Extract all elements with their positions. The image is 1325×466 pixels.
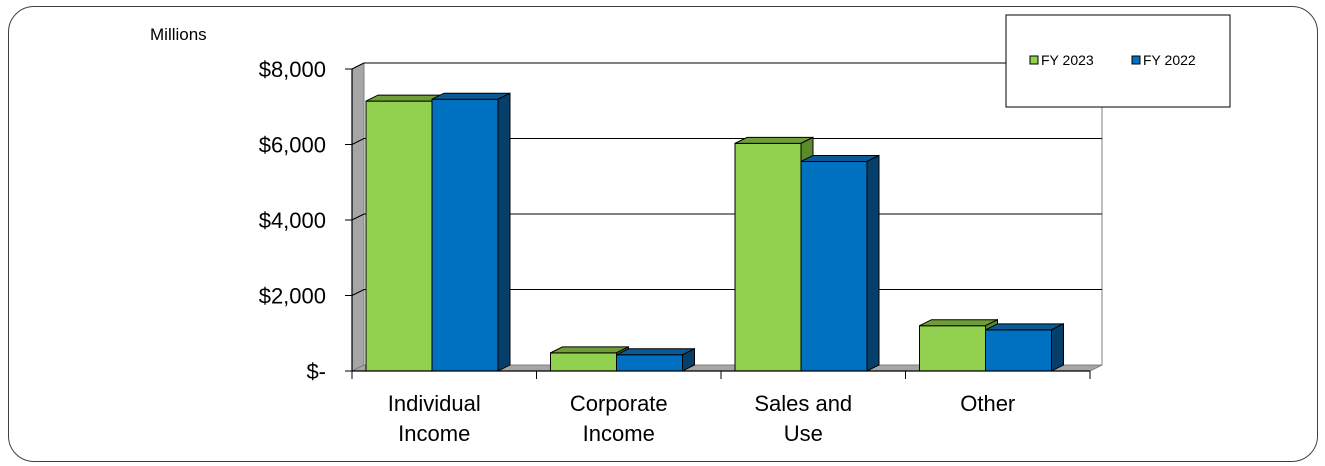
bar-front [365, 100, 433, 372]
gridline-side [351, 62, 365, 70]
bar-front [734, 142, 802, 372]
category-label-line: Income [583, 421, 655, 446]
bar-top [550, 346, 629, 354]
y-tick-label: $- [306, 359, 326, 384]
legend-swatch [1131, 55, 1141, 65]
category-label: Corporate Income [570, 391, 668, 446]
bar-side [866, 154, 880, 372]
bar-top [734, 136, 814, 144]
y-tick-label: $8,000 [259, 57, 326, 82]
category-label-line: Income [398, 421, 470, 446]
category-label-line: Sales and [754, 391, 852, 416]
bar [616, 347, 695, 372]
category-label-line: Use [784, 421, 823, 446]
legend-label: FY 2023 [1041, 52, 1094, 68]
gridline-side [351, 213, 365, 221]
bar-front [985, 329, 1052, 372]
bar-top [616, 348, 695, 356]
bar-top [800, 154, 880, 162]
category-label-line: Individual [388, 391, 481, 416]
bar-front [616, 354, 683, 372]
legend-label: FY 2022 [1143, 52, 1196, 68]
category-label: Individual Income [388, 391, 481, 446]
bar-front [550, 352, 617, 372]
bar-side [1051, 323, 1064, 372]
legend-box [1005, 14, 1231, 108]
gridline-side [351, 138, 365, 145]
bar [800, 154, 880, 372]
axes [345, 68, 1091, 379]
category-label-line: Other [960, 391, 1015, 416]
bars [365, 92, 1064, 372]
y-tick-labels: $- $2,000 $4,000 $6,000 $8,000 [259, 57, 326, 384]
units-label: Millions [150, 25, 207, 44]
bar-top [919, 319, 998, 327]
bar-top [985, 323, 1064, 331]
y-tick-label: $2,000 [259, 284, 326, 309]
gridline-side [351, 289, 365, 296]
category-label: Other [960, 391, 1015, 416]
y-tick-label: $4,000 [259, 208, 326, 233]
y-tick-label: $6,000 [259, 133, 326, 158]
bar [431, 92, 511, 372]
bar-front [919, 325, 986, 372]
category-labels: Individual Income Corporate Income Sales and… [388, 391, 1015, 446]
bar-top [431, 92, 511, 100]
bar-front [431, 98, 499, 372]
bar-front [800, 160, 868, 372]
legend: FY 2023 FY 2022 [1005, 14, 1231, 108]
category-label: Sales and Use [754, 391, 852, 446]
category-label-line: Corporate [570, 391, 668, 416]
bar-side [682, 347, 695, 372]
legend-swatch [1029, 55, 1039, 65]
bar-side [497, 92, 511, 372]
bar [985, 323, 1064, 372]
